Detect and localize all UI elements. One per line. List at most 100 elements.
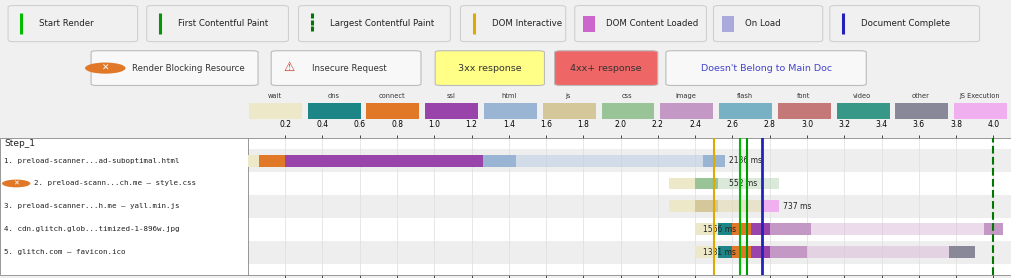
Bar [483, 103, 537, 119]
FancyBboxPatch shape [8, 6, 137, 42]
Text: js: js [565, 93, 570, 99]
Text: video: video [852, 93, 870, 99]
Text: flash: flash [736, 93, 752, 99]
Bar [983, 224, 1002, 235]
Text: 552 ms: 552 ms [728, 179, 756, 188]
Text: font: font [796, 93, 809, 99]
Bar [695, 224, 717, 235]
Text: On Load: On Load [744, 19, 779, 28]
Bar [482, 155, 516, 167]
Bar [425, 103, 477, 119]
Text: 3. preload-scanner...h.me – yall.min.js: 3. preload-scanner...h.me – yall.min.js [4, 203, 179, 209]
FancyBboxPatch shape [298, 6, 450, 42]
Bar [769, 224, 810, 235]
Bar [695, 200, 717, 212]
Text: Insecure Request: Insecure Request [311, 64, 386, 73]
Text: 2136 ms: 2136 ms [728, 156, 761, 165]
Bar [307, 103, 360, 119]
Bar [732, 224, 750, 235]
Text: Doesn't Belong to Main Doc: Doesn't Belong to Main Doc [700, 64, 831, 73]
Bar [717, 224, 732, 235]
Bar [0, 138, 248, 275]
Bar [695, 178, 717, 189]
Text: 737 ms: 737 ms [783, 202, 811, 211]
Text: 1566 ms: 1566 ms [702, 225, 735, 234]
FancyBboxPatch shape [91, 51, 258, 85]
Text: 1. preload-scanner...ad-suboptimal.html: 1. preload-scanner...ad-suboptimal.html [4, 158, 179, 163]
Text: Render Blocking Resource: Render Blocking Resource [131, 64, 244, 73]
Text: wait: wait [267, 93, 281, 99]
Circle shape [85, 63, 125, 74]
Text: other: other [911, 93, 929, 99]
Text: dns: dns [327, 93, 339, 99]
Text: ✕: ✕ [101, 64, 109, 73]
Bar [248, 241, 1011, 264]
Bar [259, 155, 285, 167]
Bar [249, 103, 301, 119]
Bar [810, 224, 983, 235]
FancyBboxPatch shape [554, 51, 657, 85]
Text: ssl: ssl [446, 93, 455, 99]
FancyBboxPatch shape [435, 51, 544, 85]
Text: JS Execution: JS Execution [958, 93, 999, 99]
Bar [717, 246, 732, 258]
Bar [366, 103, 419, 119]
Bar [702, 155, 724, 167]
Text: Step_1: Step_1 [4, 139, 35, 148]
Bar [285, 155, 482, 167]
Bar [248, 149, 1011, 172]
Text: 4xx+ response: 4xx+ response [570, 64, 641, 73]
Bar [717, 178, 778, 189]
Text: 4. cdn.glitch.glob...timized-1-896w.jpg: 4. cdn.glitch.glob...timized-1-896w.jpg [4, 226, 179, 232]
Bar [668, 200, 695, 212]
Text: ✕: ✕ [13, 180, 19, 187]
Circle shape [2, 180, 30, 187]
FancyBboxPatch shape [713, 6, 822, 42]
Text: Document Complete: Document Complete [860, 19, 949, 28]
Bar [953, 103, 1006, 119]
FancyBboxPatch shape [829, 6, 979, 42]
Bar [248, 218, 1011, 241]
Bar [695, 246, 717, 258]
Bar [947, 246, 974, 258]
Text: Start Render: Start Render [39, 19, 94, 28]
Bar [836, 103, 889, 119]
Text: 2. preload-scann...ch.me – style.css: 2. preload-scann...ch.me – style.css [34, 180, 196, 187]
Bar [248, 155, 259, 167]
Bar [582, 16, 594, 32]
Text: DOM Content Loaded: DOM Content Loaded [606, 19, 698, 28]
Text: First Contentful Paint: First Contentful Paint [178, 19, 268, 28]
Bar [248, 172, 1011, 195]
Text: ⚠: ⚠ [283, 61, 295, 74]
Text: 1381 ms: 1381 ms [702, 248, 735, 257]
Bar [719, 103, 771, 119]
FancyBboxPatch shape [271, 51, 421, 85]
Bar [601, 103, 654, 119]
FancyBboxPatch shape [147, 6, 288, 42]
Bar [248, 195, 1011, 218]
Bar [750, 224, 769, 235]
Text: image: image [674, 93, 696, 99]
FancyBboxPatch shape [665, 51, 865, 85]
Bar [732, 246, 750, 258]
FancyBboxPatch shape [460, 6, 565, 42]
Text: DOM Interactive: DOM Interactive [491, 19, 561, 28]
Bar [761, 200, 778, 212]
FancyBboxPatch shape [574, 6, 706, 42]
Text: Largest Contentful Paint: Largest Contentful Paint [330, 19, 434, 28]
Bar [895, 103, 947, 119]
Text: html: html [501, 93, 517, 99]
Text: 3xx response: 3xx response [458, 64, 521, 73]
Bar [721, 16, 733, 32]
Bar [717, 200, 761, 212]
Bar [516, 155, 702, 167]
Text: connect: connect [378, 93, 404, 99]
Text: css: css [621, 93, 632, 99]
Bar [777, 103, 830, 119]
Bar [542, 103, 595, 119]
Bar [806, 246, 947, 258]
Text: 5. glitch.com – favicon.ico: 5. glitch.com – favicon.ico [4, 249, 125, 255]
Bar [660, 103, 713, 119]
Bar [668, 178, 695, 189]
Bar [750, 246, 769, 258]
